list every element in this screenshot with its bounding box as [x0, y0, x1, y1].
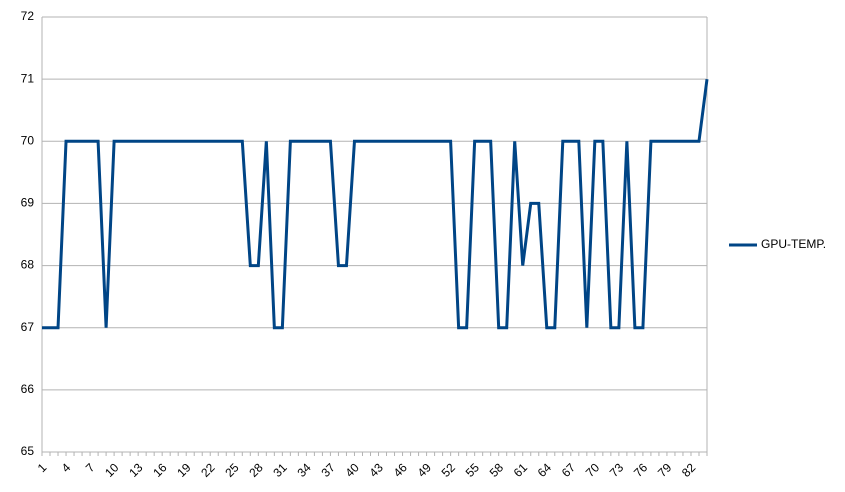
x-tick-label: 16 [150, 460, 170, 480]
y-tick-label: 66 [21, 382, 35, 396]
y-tick-label: 67 [21, 320, 35, 334]
x-tick-label: 31 [270, 460, 290, 480]
x-tick-label: 67 [559, 460, 579, 480]
x-tick-label: 13 [126, 460, 146, 480]
x-tick-label: 70 [583, 460, 603, 480]
x-tick-label: 34 [294, 460, 314, 480]
x-tick-label: 22 [198, 460, 218, 480]
x-tick-label: 37 [318, 460, 338, 480]
legend-label: GPU-TEMP. [761, 237, 826, 251]
y-tick-label: 72 [21, 9, 35, 23]
x-tick-label: 28 [246, 460, 266, 480]
x-tick-label: 58 [487, 460, 507, 480]
y-tick-label: 70 [21, 133, 35, 147]
x-tick-label: 61 [511, 460, 531, 480]
x-tick-label: 1 [35, 460, 50, 475]
x-tick-label: 82 [679, 460, 699, 480]
x-tick-label: 7 [83, 460, 98, 475]
y-tick-label: 69 [21, 196, 35, 210]
x-tick-label: 40 [342, 460, 362, 480]
x-tick-label: 4 [59, 460, 74, 475]
x-tick-label: 43 [367, 460, 387, 480]
series-line [42, 78, 709, 330]
x-tick-label: 73 [607, 460, 627, 480]
x-tick-label: 55 [463, 460, 483, 480]
x-tick-label: 10 [102, 460, 122, 480]
x-tick-label: 76 [631, 460, 651, 480]
y-tick-label: 65 [21, 444, 35, 458]
x-tick-label: 46 [391, 460, 411, 480]
x-tick-label: 49 [415, 460, 435, 480]
x-tick-label: 52 [439, 460, 459, 480]
x-tick-label: 79 [655, 460, 675, 480]
y-tick-label: 71 [21, 71, 35, 85]
x-tick-label: 25 [222, 460, 242, 480]
x-tick-label: 64 [535, 460, 555, 480]
x-tick-label: 19 [174, 460, 194, 480]
y-tick-label: 68 [21, 258, 35, 272]
